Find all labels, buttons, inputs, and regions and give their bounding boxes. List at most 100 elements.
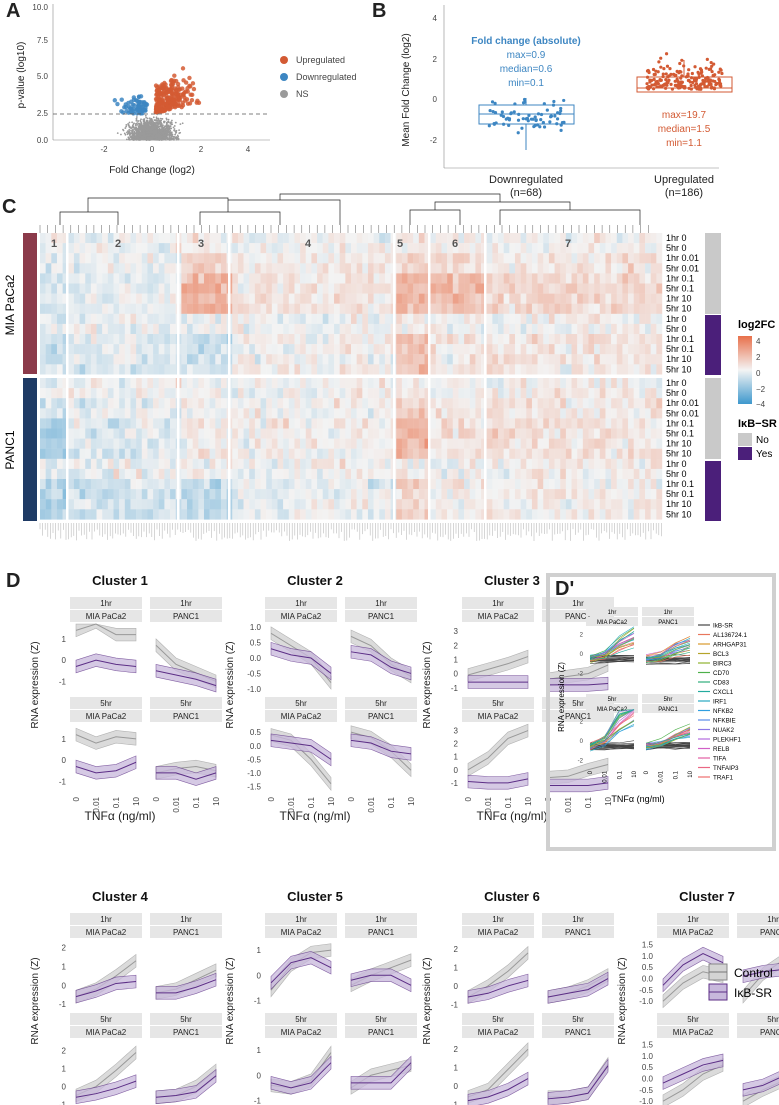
heatmap-cell <box>498 253 504 264</box>
heatmap-cell <box>300 448 306 459</box>
heatmap-cell <box>107 354 114 365</box>
heatmap-cell <box>469 438 476 449</box>
heatmap-cell <box>328 364 335 375</box>
volcano-point-ns <box>136 131 139 134</box>
heatmap-cell <box>62 364 69 375</box>
heatmap-cell <box>526 388 533 399</box>
heatmap-cell <box>243 293 250 304</box>
heatmap-cell <box>481 438 487 449</box>
heatmap-cell <box>362 408 369 419</box>
heatmap-cell <box>498 334 504 345</box>
heatmap-cell <box>373 499 380 510</box>
heatmap-cell <box>458 388 465 399</box>
heatmap-cell <box>232 233 239 244</box>
heatmap-cell <box>430 489 437 500</box>
heatmap-cell <box>481 499 487 510</box>
heatmap-cell <box>181 354 188 365</box>
heatmap-cell <box>203 344 210 355</box>
heatmap-cell <box>424 489 431 500</box>
heatmap-cell <box>435 364 442 375</box>
heatmap-cell <box>288 458 295 470</box>
heatmap-cell <box>170 418 176 429</box>
heatmap-cell <box>136 499 142 510</box>
heatmap-cell <box>107 364 114 375</box>
heatmap-cell <box>492 243 499 254</box>
heatmap-cell <box>317 378 323 389</box>
heatmap-cell <box>277 293 284 304</box>
heatmap-cell <box>90 378 97 389</box>
heatmap-cell <box>294 428 301 439</box>
volcano-point-ns <box>154 137 156 140</box>
heatmap-cell <box>464 303 470 314</box>
heatmap-cell <box>498 408 504 419</box>
heatmap-cell <box>113 378 120 389</box>
heatmap-cell <box>469 233 476 244</box>
heatmap-cell <box>300 354 306 365</box>
heatmap-cell <box>339 468 346 480</box>
heatmap-cell <box>367 293 374 304</box>
heatmap-cell <box>113 499 120 510</box>
heatmap-cell <box>243 398 250 409</box>
heatmap-cell <box>40 408 46 419</box>
heatmap-cell <box>328 408 335 419</box>
heatmap-cell <box>486 388 493 399</box>
heatmap-cell <box>356 428 363 439</box>
heatmap-cell <box>464 323 470 335</box>
heatmap-cell <box>277 233 284 244</box>
heatmap-cell <box>260 303 267 314</box>
heatmap-cell <box>334 364 340 375</box>
heatmap-cell <box>90 283 97 294</box>
heatmap-cell <box>192 509 199 520</box>
heatmap-cell <box>220 388 227 399</box>
heatmap-cell <box>243 468 250 480</box>
heatmap-cell <box>130 448 137 459</box>
heatmap-cell <box>317 233 323 244</box>
box-ann-up: median=1.5 <box>658 124 711 135</box>
heatmap-cell <box>243 233 250 244</box>
heatmap-cell <box>192 479 199 490</box>
heatmap-cell <box>322 283 329 294</box>
heatmap-cell <box>486 253 493 264</box>
heatmap-cell <box>351 263 357 274</box>
heatmap-cell <box>356 283 363 294</box>
heatmap-cell <box>294 418 301 429</box>
heatmap-cell <box>170 283 176 294</box>
heatmap-cell <box>560 344 567 355</box>
heatmap-cell <box>113 243 120 254</box>
heatmap-cell <box>418 418 425 429</box>
heatmap-cell <box>531 313 538 325</box>
heatmap-cell <box>283 263 289 274</box>
heatmap-cell <box>475 334 482 345</box>
heatmap-cell <box>215 334 222 345</box>
heatmap-cell <box>158 263 165 274</box>
heatmap-cell <box>237 293 244 304</box>
heatmap-cell <box>277 438 284 449</box>
heatmap-cell <box>514 499 521 510</box>
heatmap-cell <box>271 303 278 314</box>
heatmap-cell <box>187 334 193 345</box>
heatmap-cell <box>345 499 352 510</box>
heatmap-cell <box>345 233 352 244</box>
heatmap-cell <box>401 344 408 355</box>
heatmap-cell <box>102 273 109 284</box>
heatmap-cell <box>430 313 437 325</box>
heatmap-cell <box>266 479 273 490</box>
heatmap-cell <box>531 479 538 490</box>
box-point-up <box>705 57 709 61</box>
heatmap-cell <box>379 479 386 490</box>
volcano-legend-up: Upregulated <box>296 55 345 65</box>
heatmap-cell <box>158 313 165 325</box>
box-point-up <box>668 67 672 71</box>
heatmap-cell <box>458 344 465 355</box>
heatmap-cell <box>260 388 267 399</box>
heatmap-cell <box>351 408 357 419</box>
heatmap-cell <box>322 428 329 439</box>
heatmap-cell <box>187 509 193 520</box>
volcano-point-ns <box>174 130 177 133</box>
heatmap-cell <box>113 313 120 325</box>
heatmap-cell <box>328 293 335 304</box>
heatmap-cell <box>79 479 86 490</box>
heatmap-cell <box>73 354 80 365</box>
heatmap-cell <box>102 293 109 304</box>
heatmap-cell <box>334 388 340 399</box>
